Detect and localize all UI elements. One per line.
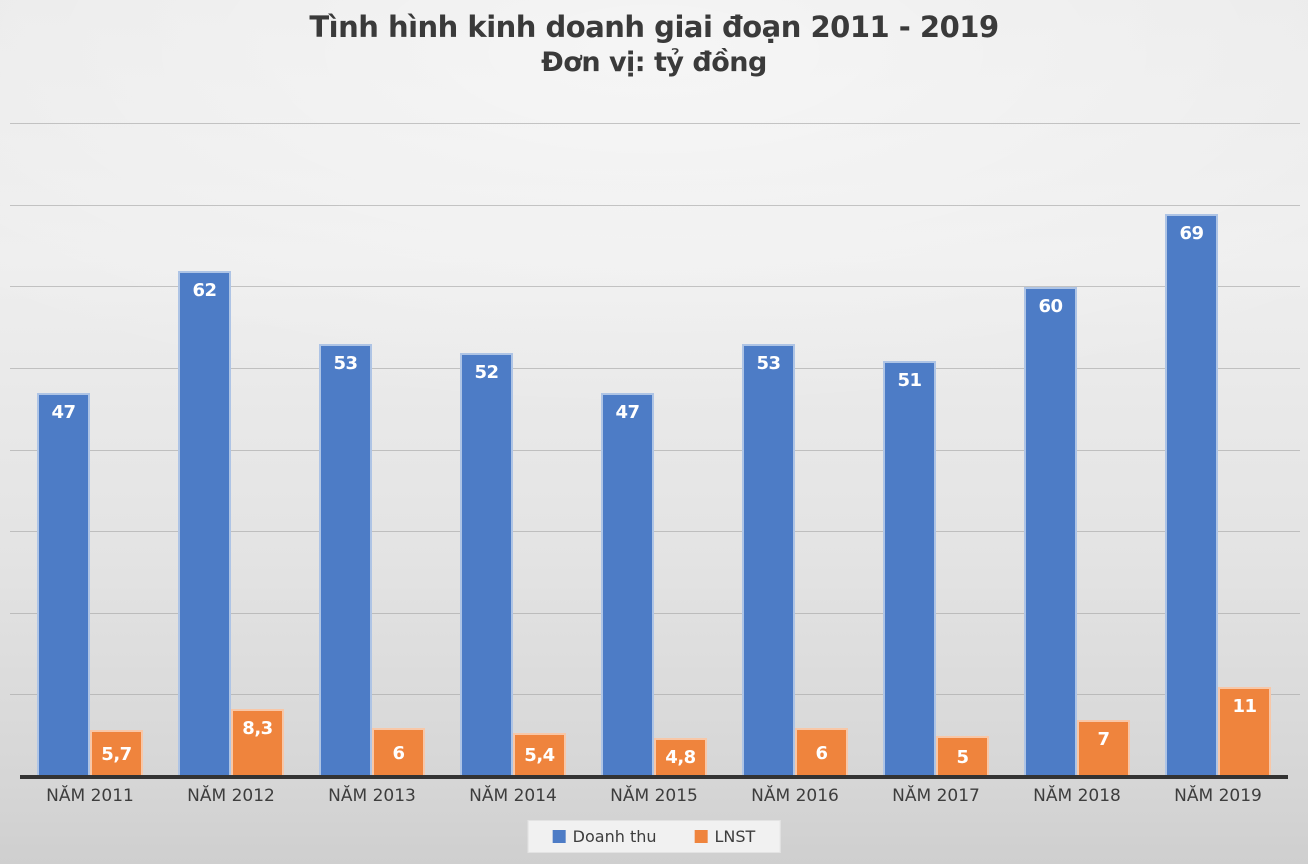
x-axis-label: NĂM 2018 bbox=[1033, 786, 1121, 806]
chart-subtitle: Đơn vị: tỷ đồng bbox=[541, 47, 767, 78]
bars-layer: 47 5,7 62 8,3 53 6 52 5,4 47 4,8 53 6 51 5 60 7 69 11 bbox=[37, 124, 1271, 777]
bar-value-label: 11 bbox=[1232, 696, 1257, 718]
bar-value-label: 5,7 bbox=[101, 743, 132, 765]
bar-value-label: 8,3 bbox=[242, 718, 273, 740]
gridline bbox=[10, 123, 1300, 124]
legend-item: LNST bbox=[694, 827, 756, 846]
legend: Doanh thu LNST bbox=[527, 820, 781, 853]
bar-value-label: 6 bbox=[392, 742, 405, 764]
bar-group: 53 6 bbox=[319, 124, 425, 777]
lnst-bar: 8,3 bbox=[231, 709, 284, 777]
bar-value-label: 53 bbox=[333, 353, 358, 375]
x-axis-label: NĂM 2015 bbox=[610, 786, 698, 806]
x-axis-label: NĂM 2017 bbox=[892, 786, 980, 806]
legend-label: LNST bbox=[714, 827, 756, 846]
bar-group: 52 5,4 bbox=[460, 124, 566, 777]
lnst-bar: 5 bbox=[936, 736, 989, 777]
bar-value-label: 4,8 bbox=[665, 747, 696, 769]
bar-value-label: 53 bbox=[756, 353, 781, 375]
grid-layer bbox=[10, 123, 1300, 777]
bar-value-label: 6 bbox=[815, 742, 828, 764]
bar-value-label: 52 bbox=[474, 361, 499, 383]
gridline bbox=[10, 531, 1300, 533]
bar-value-label: 60 bbox=[1038, 296, 1063, 318]
bar-value-label: 5 bbox=[956, 746, 969, 768]
gridline bbox=[10, 204, 1300, 206]
lnst-bar: 7 bbox=[1077, 719, 1130, 777]
gridline bbox=[10, 449, 1300, 451]
doanh-thu-bar: 47 bbox=[37, 393, 90, 777]
chart-title: Tình hình kinh doanh giai đoạn 2011 - 20… bbox=[309, 10, 999, 44]
legend-swatch-icon bbox=[552, 830, 566, 843]
x-axis-label: NĂM 2012 bbox=[187, 786, 275, 806]
x-axis-label: NĂM 2013 bbox=[328, 786, 416, 806]
bar-value-label: 47 bbox=[51, 402, 76, 424]
bar-value-label: 7 bbox=[1097, 728, 1110, 750]
lnst-bar: 11 bbox=[1218, 687, 1271, 777]
doanh-thu-bar: 60 bbox=[1024, 287, 1077, 777]
bar-group: 47 5,7 bbox=[37, 124, 143, 777]
legend-label: Doanh thu bbox=[572, 827, 657, 846]
x-axis-label: NĂM 2011 bbox=[46, 786, 134, 806]
doanh-thu-bar: 53 bbox=[319, 344, 372, 777]
gridline bbox=[10, 612, 1300, 614]
x-axis: NĂM 2011 NĂM 2012 NĂM 2013 NĂM 2014 NĂM 2015… bbox=[37, 786, 1271, 806]
lnst-bar: 6 bbox=[795, 728, 848, 777]
bar-group: 51 5 bbox=[883, 124, 989, 777]
bar-value-label: 69 bbox=[1179, 222, 1204, 244]
bar-value-label: 47 bbox=[615, 402, 640, 424]
lnst-bar: 5,4 bbox=[513, 732, 566, 777]
plot-area: 47 5,7 62 8,3 53 6 52 5,4 47 4,8 53 6 51 5 60 7 69 11 bbox=[10, 123, 1300, 779]
doanh-thu-bar: 69 bbox=[1165, 213, 1218, 777]
lnst-bar: 4,8 bbox=[654, 737, 707, 777]
lnst-bar: 6 bbox=[372, 728, 425, 777]
x-axis-label: NĂM 2019 bbox=[1174, 786, 1262, 806]
legend-swatch-icon bbox=[694, 830, 708, 843]
legend-item: Doanh thu bbox=[552, 827, 657, 846]
lnst-bar: 5,7 bbox=[90, 730, 143, 777]
doanh-thu-bar: 53 bbox=[742, 344, 795, 777]
doanh-thu-bar: 52 bbox=[460, 352, 513, 777]
gridline bbox=[10, 286, 1300, 288]
doanh-thu-bar: 51 bbox=[883, 360, 936, 777]
gridline bbox=[10, 367, 1300, 369]
bar-value-label: 62 bbox=[192, 279, 217, 301]
chart-header: Tình hình kinh doanh giai đoạn 2011 - 20… bbox=[0, 10, 1308, 78]
bar-value-label: 51 bbox=[897, 369, 922, 391]
doanh-thu-bar: 62 bbox=[178, 270, 231, 777]
bar-value-label: 5,4 bbox=[524, 745, 555, 767]
x-axis-baseline bbox=[20, 775, 1288, 779]
x-axis-label: NĂM 2014 bbox=[469, 786, 557, 806]
bar-group: 53 6 bbox=[742, 124, 848, 777]
doanh-thu-bar: 47 bbox=[601, 393, 654, 777]
bar-group: 62 8,3 bbox=[178, 124, 284, 777]
bar-group: 69 11 bbox=[1165, 124, 1271, 777]
bar-group: 60 7 bbox=[1024, 124, 1130, 777]
bar-group: 47 4,8 bbox=[601, 124, 707, 777]
x-axis-label: NĂM 2016 bbox=[751, 786, 839, 806]
gridline bbox=[10, 694, 1300, 696]
